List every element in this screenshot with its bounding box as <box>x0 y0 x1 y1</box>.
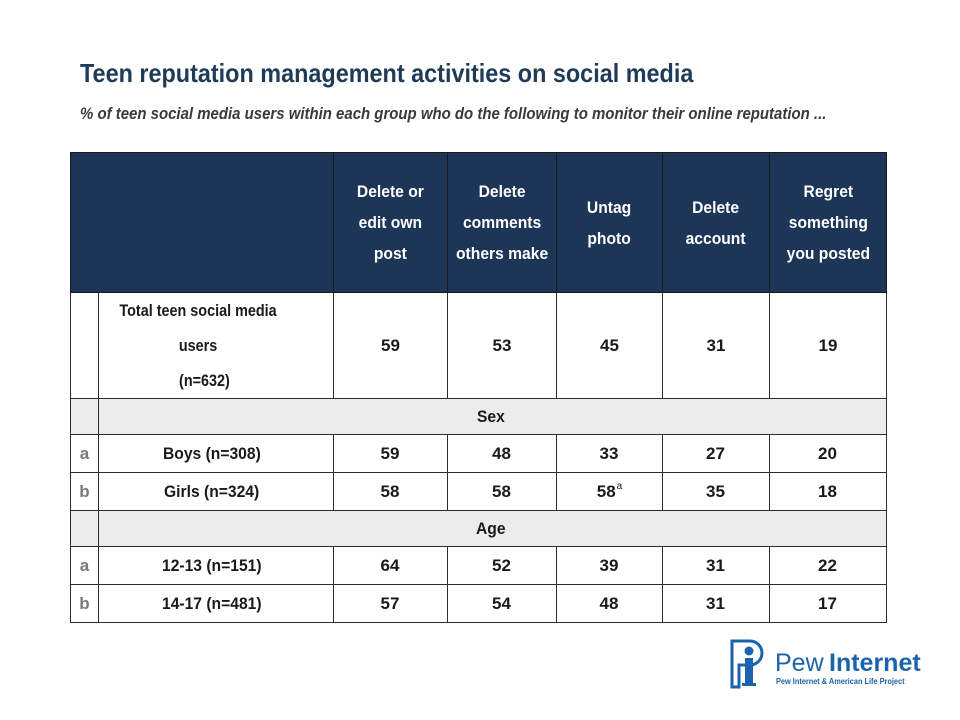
value-cell: 39 <box>556 546 663 585</box>
significance-note: a <box>616 481 623 492</box>
value-cell: 59 <box>333 292 448 399</box>
section-title: Sex <box>98 398 887 435</box>
value-cell: 31 <box>662 584 770 623</box>
row-letter: a <box>70 434 99 473</box>
section-letter-cell <box>70 398 99 435</box>
table-row: a 12-13 (n=151) 64 52 39 31 22 <box>70 546 887 585</box>
row-letter-cell <box>70 292 99 399</box>
section-title: Age <box>98 510 887 547</box>
value-cell: 64 <box>333 546 448 585</box>
value-cell: 53 <box>447 292 557 399</box>
value-cell: 22 <box>769 546 887 585</box>
logo-tagline: Pew Internet & American Life Project <box>776 677 905 686</box>
column-header: Regret something you posted <box>769 152 887 293</box>
value-cell: 19 <box>769 292 887 399</box>
data-table: Delete or edit own post Delete comments … <box>70 152 887 623</box>
header-corner-cell <box>70 152 334 293</box>
row-letter: b <box>70 584 99 623</box>
column-header: Delete comments others make <box>447 152 557 293</box>
row-label-cell: 12-13 (n=151) <box>98 546 334 585</box>
value-cell: 35 <box>662 472 770 511</box>
table-row-total: Total teen social media users (n=632) 59… <box>70 292 887 399</box>
row-letter: a <box>70 546 99 585</box>
value-cell: 48 <box>447 434 557 473</box>
value-cell: 17 <box>769 584 887 623</box>
section-letter-cell <box>70 510 99 547</box>
row-label-cell: Girls (n=324) <box>98 472 334 511</box>
value-cell: 52 <box>447 546 557 585</box>
row-label-cell: 14-17 (n=481) <box>98 584 334 623</box>
row-label-cell: Boys (n=308) <box>98 434 334 473</box>
chart-subtitle: % of teen social media users within each… <box>80 104 827 123</box>
section-row-age: Age <box>70 510 887 547</box>
value-cell: 27 <box>662 434 770 473</box>
value-cell: 58a <box>556 472 663 511</box>
table-row: a Boys (n=308) 59 48 33 27 20 <box>70 434 887 473</box>
chart-title: Teen reputation management activities on… <box>80 58 694 88</box>
value-cell: 31 <box>662 292 770 399</box>
value-cell: 20 <box>769 434 887 473</box>
column-header: Untag photo <box>556 152 663 293</box>
pew-internet-logo: Pew Internet Pew Internet & American Lif… <box>728 638 932 690</box>
column-header: Delete or edit own post <box>333 152 448 293</box>
logo-word-pew: Pew <box>775 649 824 677</box>
value-cell: 57 <box>333 584 448 623</box>
value-cell: 48 <box>556 584 663 623</box>
value-cell: 54 <box>447 584 557 623</box>
value-cell: 33 <box>556 434 663 473</box>
logo-word-internet: Internet <box>829 649 921 677</box>
value-cell: 59 <box>333 434 448 473</box>
section-row-sex: Sex <box>70 398 887 435</box>
value-cell: 58 <box>333 472 448 511</box>
value-cell: 58 <box>447 472 557 511</box>
column-header: Delete account <box>662 152 770 293</box>
value-cell: 45 <box>556 292 663 399</box>
table-header-row: Delete or edit own post Delete comments … <box>70 152 887 293</box>
row-label-cell: Total teen social media users (n=632) <box>98 292 334 399</box>
table-row: b 14-17 (n=481) 57 54 48 31 17 <box>70 584 887 623</box>
value-cell: 31 <box>662 546 770 585</box>
pew-logo-mark-icon <box>730 639 764 689</box>
row-letter: b <box>70 472 99 511</box>
value-cell: 18 <box>769 472 887 511</box>
table-row: b Girls (n=324) 58 58 58a 35 18 <box>70 472 887 511</box>
